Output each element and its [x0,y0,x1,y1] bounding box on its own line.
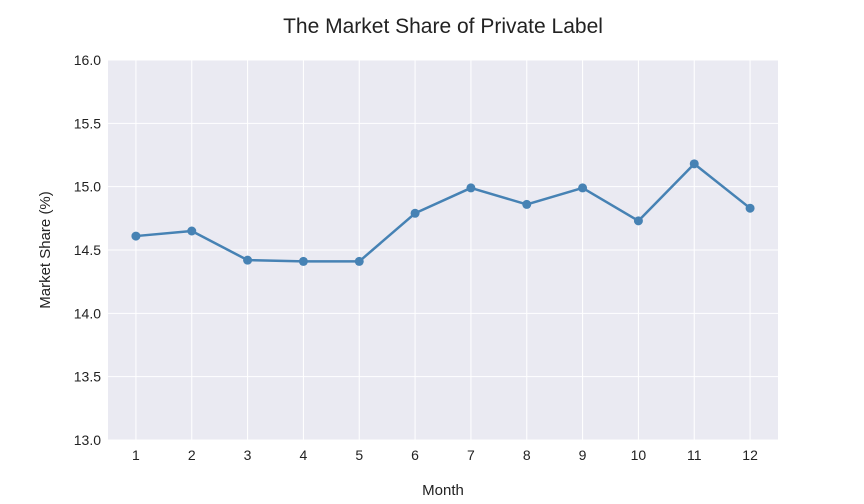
y-tick-label: 14.0 [74,305,101,321]
data-point [689,159,699,169]
series-layer [131,159,755,266]
data-point [522,199,532,209]
x-tick-label: 10 [631,447,647,463]
y-tick-label: 15.0 [74,179,101,195]
x-axis-ticks: 1 2 3 4 5 6 7 8 9 10 11 12 [132,447,758,463]
data-point [354,256,364,266]
data-point [466,183,476,193]
data-point [187,226,197,236]
x-tick-label: 12 [742,447,758,463]
data-point [298,256,308,266]
x-tick-label: 2 [188,447,196,463]
x-tick-label: 7 [467,447,475,463]
x-tick-label: 1 [132,447,140,463]
x-tick-label: 6 [411,447,419,463]
x-tick-label: 8 [523,447,531,463]
x-axis-label: Month [422,482,464,499]
y-tick-label: 13.0 [74,432,101,448]
data-point [131,231,141,241]
x-tick-label: 4 [300,447,308,463]
y-tick-label: 15.5 [74,115,101,131]
y-tick-label: 16.0 [74,52,101,68]
data-point [578,183,588,193]
series-line [134,162,752,263]
data-point [243,255,253,265]
x-tick-label: 9 [579,447,587,463]
y-axis-ticks: 13.0 13.5 14.0 14.5 15.0 15.5 16.0 [74,52,101,448]
y-tick-label: 13.5 [74,369,101,385]
data-point [745,203,755,213]
x-tick-label: 5 [355,447,363,463]
chart-title: The Market Share of Private Label [283,15,603,38]
data-point [633,216,643,226]
gridlines [108,59,778,441]
y-tick-label: 14.5 [74,242,101,258]
x-tick-label: 11 [687,447,702,463]
data-point [410,208,420,218]
x-tick-label: 3 [244,447,252,463]
y-axis-label: Market Share (%) [37,191,54,309]
